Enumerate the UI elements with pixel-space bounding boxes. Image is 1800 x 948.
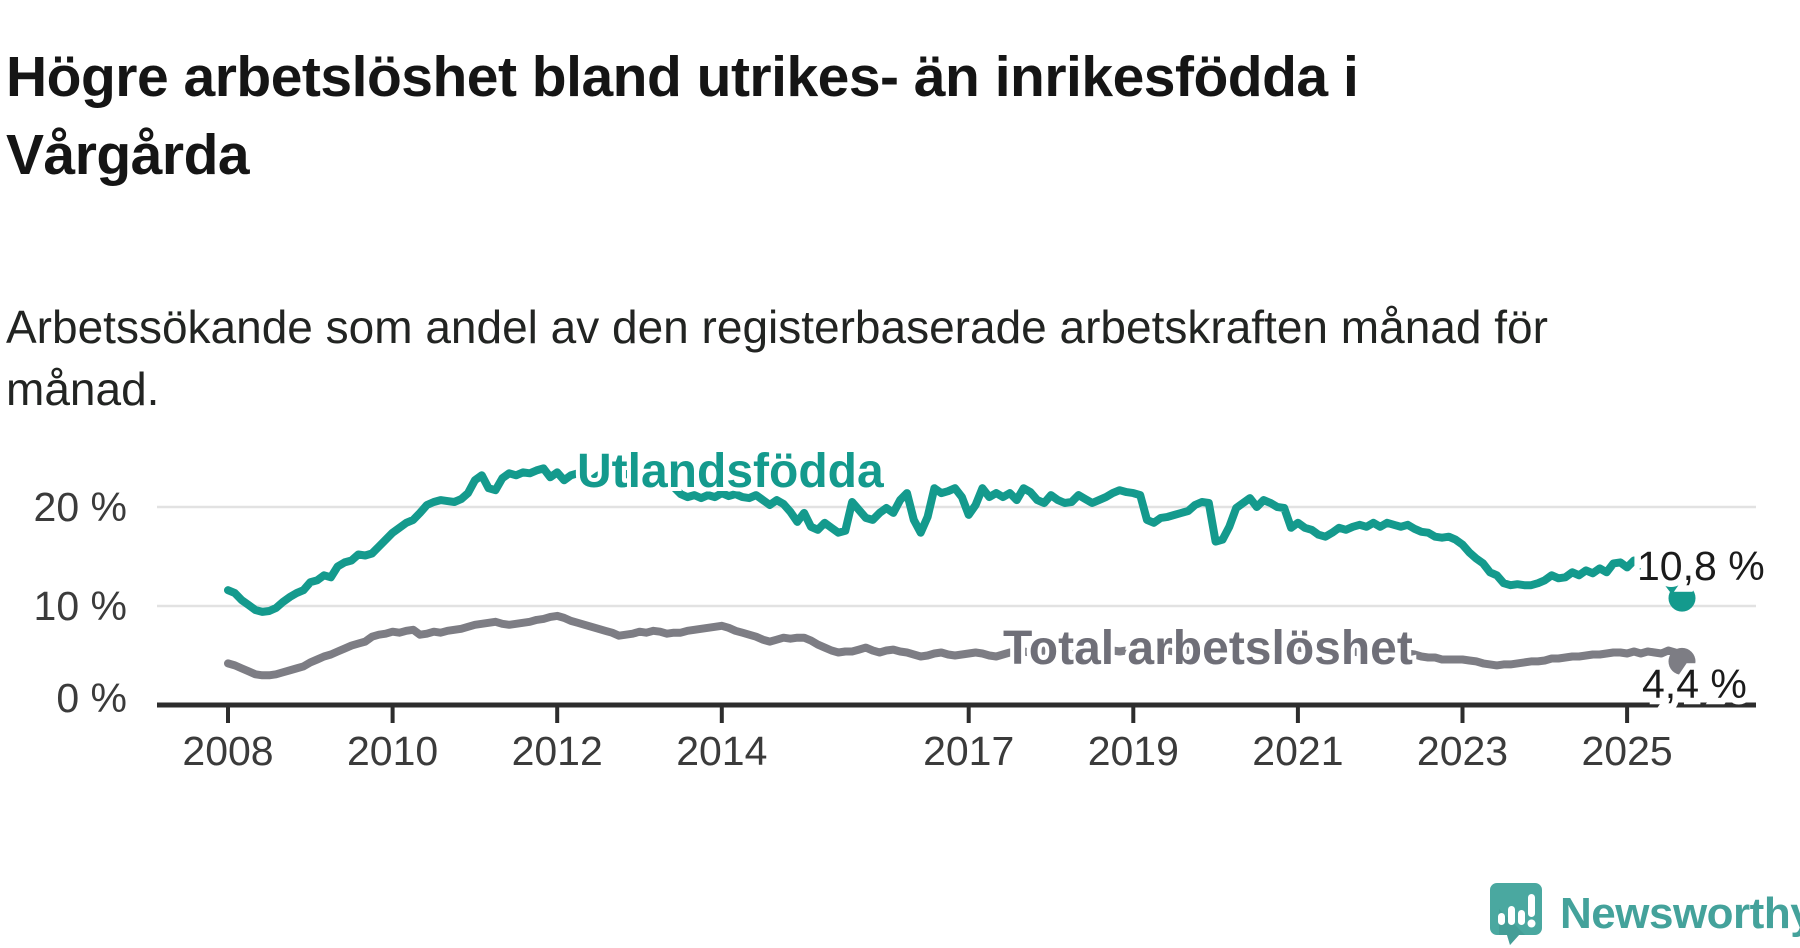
x-axis-labels: 2008 2010 2012 2014 2017 2019 2021 2023 … [182,728,1672,774]
x-tick-label: 2025 [1581,728,1672,774]
x-tick-label: 2008 [182,728,273,774]
utlandsfodda-end-value-label: 10,8 % [1637,543,1765,589]
newsworthy-branding: Newsworthy [1489,882,1800,946]
utlandsfodda-line [224,464,1686,616]
x-tick-label: 2017 [923,728,1014,774]
y-tick-label: 20 % [34,484,127,530]
chart-title: Högre arbetslöshet bland utrikes- än inr… [6,45,1359,188]
x-axis-ticks [226,705,1630,723]
x-tick-label: 2021 [1252,728,1343,774]
x-tick-label: 2023 [1417,728,1508,774]
total-arbetsloshet-line [224,611,1686,680]
x-tick-label: 2010 [347,728,438,774]
y-tick-label: 0 % [56,675,127,721]
logo-bar-chart-glyph [1498,894,1536,928]
x-tick-label: 2012 [512,728,603,774]
y-tick-label: 10 % [34,583,127,629]
utlandsfodda-series-label: Utlandsfödda [577,445,884,498]
x-tick-label: 2014 [676,728,767,774]
newsworthy-logo-icon [1490,883,1542,945]
x-tick-label: 2019 [1088,728,1179,774]
y-axis-labels: 20 % 10 % 0 % [34,484,127,721]
total-arbetsloshet-series-label: Total arbetslöshet [1003,622,1413,675]
chart-subtitle: Arbetssökande som andel av den registerb… [6,301,1548,415]
total-arbetsloshet-end-value-label: 4,4 % [1642,661,1747,707]
utlandsfodda-end-dot [1668,584,1696,612]
newsworthy-wordmark: Newsworthy [1560,889,1800,938]
total-arbetsloshet-end-dot [1668,647,1696,675]
